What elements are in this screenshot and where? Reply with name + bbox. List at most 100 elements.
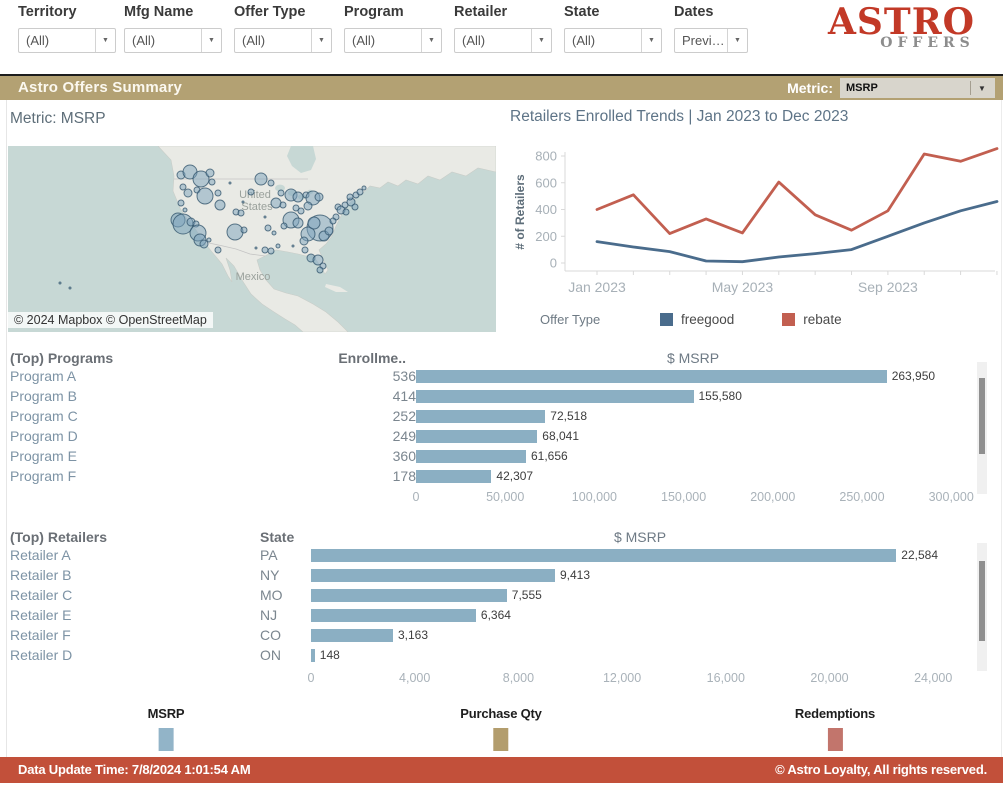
- map-bubble[interactable]: [240, 226, 248, 234]
- map-bubble[interactable]: [279, 201, 287, 209]
- measure-legend-swatch[interactable]: [493, 728, 509, 751]
- map-bubble[interactable]: [316, 266, 324, 274]
- filter-dropdown[interactable]: (All) ▼: [564, 28, 662, 53]
- map-bubble[interactable]: [237, 209, 245, 217]
- map-bubble[interactable]: [307, 216, 321, 230]
- retailers-scrollbar[interactable]: [977, 543, 987, 671]
- filter-dropdown[interactable]: Previous ...▼: [674, 28, 748, 53]
- map-bubble[interactable]: [314, 192, 324, 202]
- map-bubble[interactable]: [177, 199, 185, 207]
- map-attribution[interactable]: © 2024 Mapbox © OpenStreetMap: [8, 312, 213, 328]
- map-bubble[interactable]: [342, 208, 350, 216]
- map-bubble[interactable]: [241, 200, 245, 204]
- map-bubble[interactable]: [329, 217, 337, 225]
- map-bubble[interactable]: [303, 201, 313, 211]
- bar[interactable]: [416, 409, 546, 423]
- map-bubble[interactable]: [208, 178, 216, 186]
- bar[interactable]: [311, 608, 476, 622]
- metric-dropdown[interactable]: MSRP ▼: [840, 78, 995, 98]
- bar[interactable]: [416, 469, 492, 483]
- chevron-down-icon[interactable]: ▼: [727, 29, 747, 52]
- map-bubble[interactable]: [228, 181, 232, 185]
- filter-dropdown[interactable]: (All) ▼: [234, 28, 332, 53]
- filter-value: (All): [242, 33, 266, 48]
- map-bubble[interactable]: [199, 239, 209, 249]
- map-bubble[interactable]: [192, 170, 210, 188]
- map-bubble[interactable]: [270, 197, 282, 209]
- filter-dropdown[interactable]: (All) ▼: [344, 28, 442, 53]
- chevron-down-icon[interactable]: ▼: [641, 29, 661, 52]
- map-bubble[interactable]: [58, 281, 62, 285]
- bar[interactable]: [416, 369, 887, 383]
- x-tick-label: May 2023: [712, 279, 774, 295]
- map-bubble[interactable]: [254, 246, 258, 250]
- chevron-down-icon[interactable]: ▼: [201, 29, 221, 52]
- bar[interactable]: [311, 628, 393, 642]
- chevron-down-icon[interactable]: ▼: [311, 29, 331, 52]
- map-bubble[interactable]: [356, 188, 364, 196]
- filter-dropdown[interactable]: (All) ▼: [454, 28, 552, 53]
- map-bubble[interactable]: [301, 246, 309, 254]
- filter-retailer: Retailer (All) ▼: [454, 4, 552, 53]
- map-bubble[interactable]: [292, 217, 304, 229]
- map-bubble[interactable]: [261, 246, 269, 254]
- map-bubble[interactable]: [183, 188, 193, 198]
- retailers-scrollbar-thumb[interactable]: [979, 561, 985, 641]
- chevron-down-icon[interactable]: ▼: [970, 81, 993, 95]
- map-bubble[interactable]: [196, 187, 214, 205]
- map-bubble[interactable]: [297, 207, 305, 215]
- map-bubble[interactable]: [291, 244, 295, 248]
- bar[interactable]: [311, 548, 897, 562]
- bar[interactable]: [416, 389, 694, 403]
- map-bubble[interactable]: [179, 183, 187, 191]
- map-bubble[interactable]: [264, 224, 272, 232]
- bar[interactable]: [311, 568, 555, 582]
- map-bubble[interactable]: [263, 215, 267, 219]
- map-bubble[interactable]: [361, 185, 367, 191]
- map-bubble[interactable]: [214, 199, 226, 211]
- rebate-line[interactable]: [595, 147, 999, 235]
- map-bubble[interactable]: [247, 188, 255, 196]
- freegood-line[interactable]: [595, 200, 999, 264]
- bar[interactable]: [416, 429, 538, 443]
- chevron-down-icon[interactable]: ▼: [95, 29, 115, 52]
- map-bubble[interactable]: [214, 246, 222, 254]
- map-bubble[interactable]: [292, 204, 300, 212]
- map-bubble[interactable]: [267, 179, 275, 187]
- map-bubble[interactable]: [68, 286, 72, 290]
- map-bubble[interactable]: [346, 193, 354, 201]
- map-bubble[interactable]: [205, 168, 215, 178]
- programs-scrollbar[interactable]: [977, 362, 987, 494]
- map-bubble[interactable]: [280, 222, 288, 230]
- legend-item-freegood[interactable]: freegood: [660, 312, 734, 327]
- bar[interactable]: [311, 588, 507, 602]
- programs-scrollbar-thumb[interactable]: [979, 378, 985, 454]
- chevron-down-icon[interactable]: ▼: [531, 29, 551, 52]
- map-bubble[interactable]: [182, 207, 188, 213]
- map-bubble[interactable]: [275, 243, 281, 249]
- symbol-map[interactable]: United States Mexico © 2024 Mapbox © OpenS…: [8, 146, 496, 332]
- filter-dropdown[interactable]: (All) ▼: [18, 28, 116, 53]
- map-bubble[interactable]: [214, 189, 222, 197]
- map-bubble[interactable]: [312, 254, 324, 266]
- map-bubble[interactable]: [267, 247, 275, 255]
- measure-legend-swatch[interactable]: [158, 728, 174, 751]
- map-bubble[interactable]: [206, 237, 212, 243]
- chevron-down-icon[interactable]: ▼: [421, 29, 441, 52]
- bar[interactable]: [311, 648, 315, 662]
- row-secondary-value: 249: [392, 428, 416, 444]
- filter-dropdown[interactable]: (All) ▼: [124, 28, 222, 53]
- filter-value: (All): [462, 33, 486, 48]
- map-bubble[interactable]: [292, 191, 304, 203]
- map-bubble[interactable]: [299, 236, 309, 246]
- map-bubble[interactable]: [254, 172, 268, 186]
- measure-legend-swatch[interactable]: [827, 728, 843, 751]
- bar[interactable]: [416, 449, 526, 463]
- map-bubble[interactable]: [271, 230, 277, 236]
- map-bubble[interactable]: [277, 189, 285, 197]
- map-bubble[interactable]: [324, 226, 334, 236]
- legend-item-rebate[interactable]: rebate: [782, 312, 842, 327]
- map-bubble[interactable]: [226, 223, 244, 241]
- map-bubble[interactable]: [351, 203, 359, 211]
